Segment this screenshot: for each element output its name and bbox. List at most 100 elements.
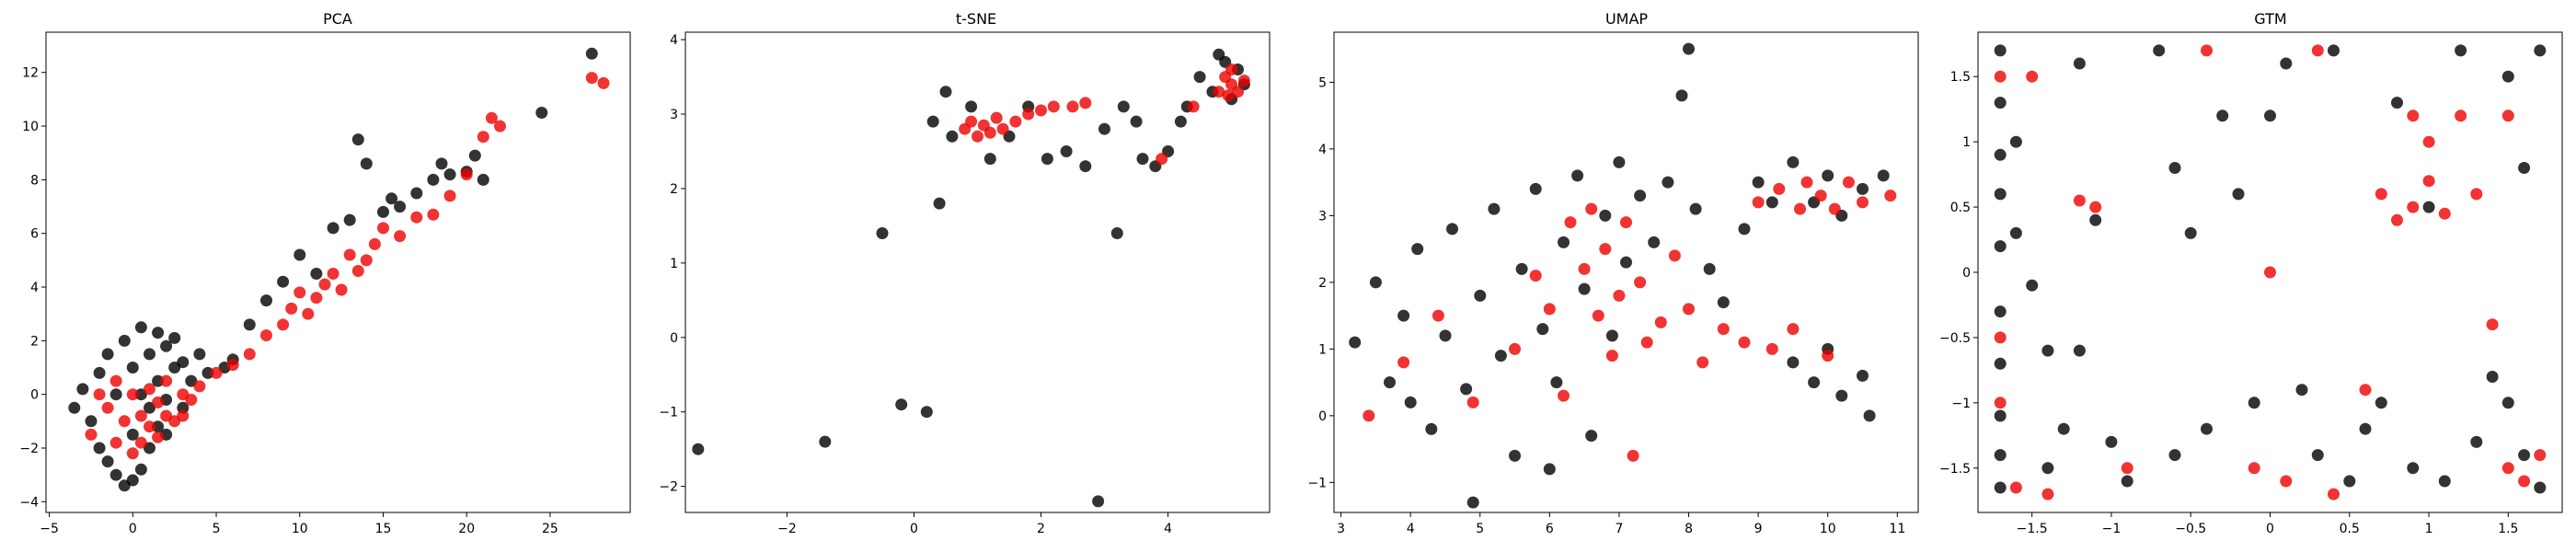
data-point bbox=[1994, 70, 2007, 83]
data-point bbox=[109, 468, 122, 481]
data-point bbox=[1822, 350, 1834, 362]
data-point bbox=[965, 115, 978, 128]
data-point bbox=[1509, 342, 1521, 355]
data-point bbox=[2407, 201, 2420, 213]
data-point bbox=[93, 366, 106, 379]
data-point bbox=[85, 428, 98, 441]
data-point bbox=[1411, 243, 1424, 256]
data-point bbox=[2264, 266, 2276, 279]
data-point bbox=[477, 173, 489, 186]
x-tick-label: 0 bbox=[129, 522, 137, 536]
data-point bbox=[1092, 495, 1105, 508]
y-tick-label: −1.5 bbox=[1939, 462, 1971, 477]
data-point bbox=[1529, 270, 1542, 282]
data-point bbox=[585, 72, 598, 85]
data-point bbox=[243, 318, 256, 331]
data-point bbox=[118, 415, 131, 428]
data-point bbox=[1130, 115, 1143, 128]
data-point bbox=[1787, 155, 1800, 168]
data-point bbox=[1994, 97, 2007, 109]
data-point bbox=[1585, 202, 1598, 215]
data-point bbox=[2391, 213, 2403, 226]
data-point bbox=[2168, 449, 2181, 462]
data-point bbox=[2073, 57, 2086, 70]
data-point bbox=[1662, 176, 1674, 189]
subplot-title: PCA bbox=[323, 10, 352, 28]
data-point bbox=[1717, 296, 1730, 309]
data-point bbox=[1529, 182, 1542, 195]
data-point bbox=[243, 348, 256, 361]
data-point bbox=[126, 447, 139, 460]
data-point bbox=[1787, 323, 1800, 336]
data-point bbox=[1654, 316, 1667, 328]
data-point bbox=[1613, 289, 1626, 302]
data-point bbox=[1425, 422, 1438, 435]
data-point bbox=[335, 283, 348, 296]
data-point bbox=[152, 327, 165, 339]
subplot-title: UMAP bbox=[1605, 10, 1648, 28]
data-point bbox=[1994, 188, 2007, 201]
data-point bbox=[2041, 462, 2054, 475]
subplot-tsne: t-SNE −2 0 2 4 −2 −1 0 1 2 3 4 bbox=[659, 10, 1271, 536]
data-point bbox=[351, 133, 364, 146]
data-point bbox=[2534, 44, 2547, 57]
data-point bbox=[2184, 226, 2197, 239]
data-point bbox=[394, 230, 407, 243]
data-point bbox=[1363, 409, 1375, 422]
data-point bbox=[477, 131, 489, 144]
data-point bbox=[2422, 175, 2435, 188]
data-point bbox=[377, 205, 389, 218]
data-point bbox=[1773, 182, 1786, 195]
data-point bbox=[1578, 282, 1591, 295]
data-point bbox=[144, 383, 155, 396]
data-point bbox=[435, 157, 448, 170]
data-point bbox=[1066, 100, 1079, 113]
data-point bbox=[895, 398, 908, 411]
data-point bbox=[1857, 182, 1869, 195]
subplot-title: GTM bbox=[2254, 10, 2286, 28]
data-point bbox=[535, 107, 548, 119]
data-point bbox=[1752, 176, 1765, 189]
data-point bbox=[394, 201, 407, 213]
data-point bbox=[1994, 331, 2007, 344]
data-point bbox=[2359, 422, 2372, 435]
data-point bbox=[168, 331, 181, 344]
data-point bbox=[93, 388, 106, 401]
y-tick-label: −1 bbox=[1951, 397, 1971, 411]
data-point bbox=[2470, 435, 2483, 448]
data-point bbox=[1369, 276, 1382, 289]
data-point bbox=[1397, 356, 1410, 369]
data-point bbox=[494, 120, 506, 132]
data-point bbox=[1640, 336, 1653, 349]
y-tick-label: 1 bbox=[670, 257, 678, 271]
x-tick-label: 25 bbox=[542, 522, 558, 536]
data-point bbox=[343, 248, 356, 261]
x-tick-label: 9 bbox=[1754, 522, 1763, 536]
data-point bbox=[1703, 262, 1716, 275]
data-point bbox=[1009, 115, 1022, 128]
data-point bbox=[185, 394, 198, 406]
data-point bbox=[2343, 475, 2356, 488]
data-point bbox=[1022, 108, 1035, 121]
data-point bbox=[1877, 169, 1890, 182]
series-2 bbox=[85, 72, 610, 460]
data-point bbox=[1509, 449, 1521, 462]
data-point bbox=[1605, 329, 1618, 342]
data-point bbox=[2041, 488, 2054, 500]
data-point bbox=[2501, 70, 2514, 83]
data-point bbox=[1117, 100, 1130, 113]
data-point bbox=[385, 192, 398, 205]
data-point bbox=[2359, 384, 2372, 397]
x-tick-label: 0.5 bbox=[2340, 522, 2360, 536]
data-point bbox=[310, 292, 323, 305]
data-point bbox=[2518, 449, 2531, 462]
data-point bbox=[76, 383, 89, 396]
y-tick-label: −4 bbox=[19, 495, 39, 510]
y-tick-label: 4 bbox=[30, 281, 39, 295]
data-point bbox=[1599, 243, 1612, 256]
series-1 bbox=[1349, 42, 1890, 509]
data-point bbox=[1627, 449, 1639, 462]
y-tick-label: 4 bbox=[670, 33, 678, 48]
data-point bbox=[1110, 227, 1123, 239]
data-point bbox=[2534, 481, 2547, 494]
